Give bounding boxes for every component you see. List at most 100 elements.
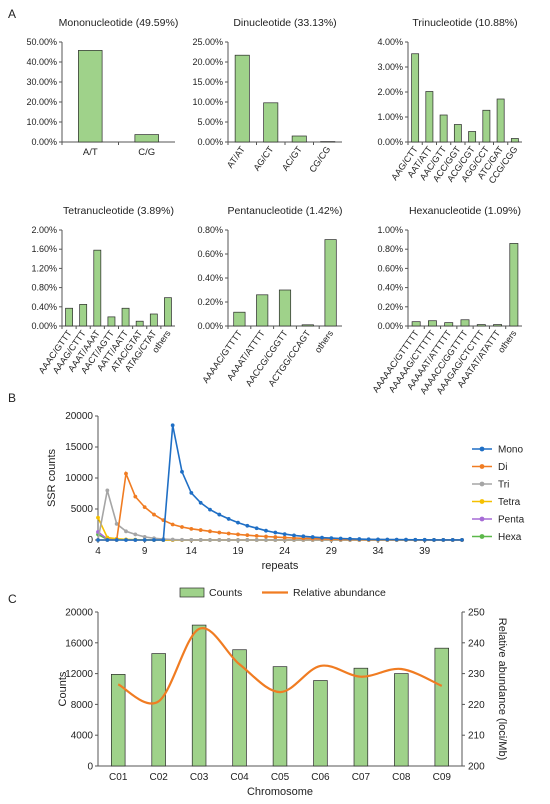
hexa-xtick-label: others bbox=[496, 328, 519, 355]
repeats-xtick-label: 34 bbox=[372, 546, 384, 557]
series-mono-point bbox=[413, 537, 418, 542]
legend-counts-label: Counts bbox=[209, 587, 242, 599]
series-mono-point bbox=[254, 526, 259, 531]
series-di-point bbox=[217, 530, 222, 535]
mono-xtick-label: A/T bbox=[83, 147, 98, 158]
series-mono-point bbox=[450, 538, 455, 542]
penta-xtick-label: AAAAC/GTTTT bbox=[200, 328, 244, 385]
chromosome-xtick-label: C03 bbox=[190, 772, 209, 783]
series-mono-point bbox=[180, 469, 184, 474]
chromosome-chart: 0 4000 8000 12000 16000 20000 200 210 220 230 240 2… bbox=[57, 587, 508, 798]
chromosome-ytick-label: 0 bbox=[87, 762, 93, 773]
relative-abundance-line bbox=[117, 627, 443, 705]
mono-ytick-label: 0.00% bbox=[31, 137, 57, 147]
mono-chart: Mononucleotide (49.59%) 0.00% 10.00% 20.00%… bbox=[26, 17, 178, 158]
tri-bar bbox=[425, 91, 434, 143]
penta-bar bbox=[256, 294, 269, 327]
series-mono-point bbox=[385, 537, 390, 542]
di-ytick-label: 15.00% bbox=[192, 77, 223, 87]
di-ytick-label: 25.00% bbox=[192, 37, 223, 47]
hexa-bar bbox=[460, 319, 470, 327]
legend-relative-label: Relative abundance bbox=[293, 587, 386, 599]
repeats-xtick-label: 29 bbox=[326, 546, 338, 557]
tetra-chart: Tetranucleotide (3.89%) 0.00% 0.40% 0.80% 1.… bbox=[31, 205, 175, 376]
series-di-point bbox=[198, 528, 203, 532]
di-xtick-label: AT/AT bbox=[225, 144, 247, 170]
series-mono-point bbox=[161, 538, 166, 542]
series-di-point bbox=[264, 534, 268, 539]
series-mono-point bbox=[124, 538, 128, 542]
mono-xtick-label: C/G bbox=[138, 147, 155, 158]
repeats-xlabel: repeats bbox=[262, 560, 299, 572]
chromosome-y2tick-label: 230 bbox=[468, 669, 485, 680]
tri-bar bbox=[482, 109, 491, 143]
penta-ytick-label: 0.80% bbox=[197, 225, 223, 235]
hexa-bar bbox=[411, 321, 421, 327]
series-mono-point bbox=[273, 530, 278, 535]
repeats-ylabel: SSR counts bbox=[46, 448, 58, 507]
series-mono-point bbox=[422, 537, 427, 542]
repeats-chart: 0 5000 10000 15000 20000 4 9 14 19 24 29 34 39 repeat… bbox=[46, 411, 525, 572]
hexa-bar bbox=[509, 243, 519, 327]
penta-ytick-label: 0.60% bbox=[197, 249, 223, 259]
series-mono-point bbox=[152, 538, 156, 542]
hexa-bar bbox=[428, 320, 437, 327]
chromosome-xtick-label: C02 bbox=[149, 772, 168, 783]
di-ytick-label: 0.00% bbox=[197, 137, 223, 147]
tetra-bar bbox=[135, 320, 144, 327]
panel-label-c: C bbox=[8, 592, 17, 606]
tri-chart: Trinucleotide (10.88%) 0.00% 1.00% 2.00% 3.0… bbox=[377, 17, 522, 185]
hexa-title: Hexanucleotide (1.09%) bbox=[409, 205, 521, 217]
series-mono-point bbox=[394, 537, 399, 542]
series-tetra-point bbox=[96, 515, 100, 520]
series-mono-point bbox=[376, 537, 380, 542]
series-mono-point bbox=[292, 533, 296, 538]
di-ytick-label: 10.00% bbox=[192, 97, 223, 107]
hexa-ytick-label: 0.40% bbox=[377, 283, 403, 293]
di-bar bbox=[320, 141, 336, 143]
di-bar bbox=[291, 135, 307, 143]
mono-ytick-label: 50.00% bbox=[26, 37, 57, 47]
di-bar bbox=[263, 102, 279, 143]
series-tri-point bbox=[208, 538, 212, 542]
chromosome-bar bbox=[151, 653, 166, 767]
series-mono-point bbox=[366, 537, 371, 542]
chromosome-y2tick-label: 240 bbox=[468, 638, 485, 649]
repeats-ytick-label: 20000 bbox=[65, 411, 93, 422]
tetra-bar bbox=[121, 307, 130, 327]
series-tri-point bbox=[264, 538, 268, 542]
series-mono-point bbox=[264, 528, 268, 533]
chromosome-y2tick-label: 210 bbox=[468, 731, 485, 742]
repeats-xtick-label: 39 bbox=[419, 546, 431, 557]
penta-bar bbox=[278, 289, 292, 327]
chromosome-y2tick-label: 200 bbox=[468, 762, 485, 773]
penta-bar bbox=[301, 324, 314, 327]
chromosome-xtick-label: C08 bbox=[392, 772, 411, 783]
series-tri-point bbox=[133, 532, 138, 537]
repeats-xtick-label: 9 bbox=[142, 546, 148, 557]
repeats-xtick-label: 19 bbox=[232, 546, 244, 557]
series-tri-point bbox=[273, 538, 278, 542]
di-ytick-label: 20.00% bbox=[192, 57, 223, 67]
series-mono-point bbox=[226, 517, 231, 521]
series-tri-point bbox=[124, 529, 128, 534]
tri-ytick-label: 2.00% bbox=[377, 87, 403, 97]
series-mono-point bbox=[357, 537, 362, 541]
di-chart: Dinucleotide (33.13%) 0.00% 5.00% 10.00% 15.… bbox=[192, 17, 342, 174]
mono-ytick-label: 10.00% bbox=[26, 117, 57, 127]
series-mono-point bbox=[114, 538, 119, 542]
hexa-ytick-label: 0.60% bbox=[377, 263, 403, 273]
chromosome-bar bbox=[272, 666, 288, 767]
legend-penta-marker bbox=[479, 516, 485, 522]
repeats-ytick-label: 5000 bbox=[71, 504, 94, 515]
chromosome-ylabel: Counts bbox=[57, 671, 69, 706]
di-bar bbox=[234, 54, 250, 143]
hexa-bar bbox=[493, 324, 502, 327]
series-di-point bbox=[142, 505, 147, 510]
series-tri-point bbox=[236, 538, 240, 542]
di-xtick-label: AG/CT bbox=[251, 144, 275, 173]
series-tri-point bbox=[142, 535, 147, 539]
tetra-bar bbox=[149, 313, 158, 327]
repeats-xtick-label: 24 bbox=[279, 546, 291, 557]
